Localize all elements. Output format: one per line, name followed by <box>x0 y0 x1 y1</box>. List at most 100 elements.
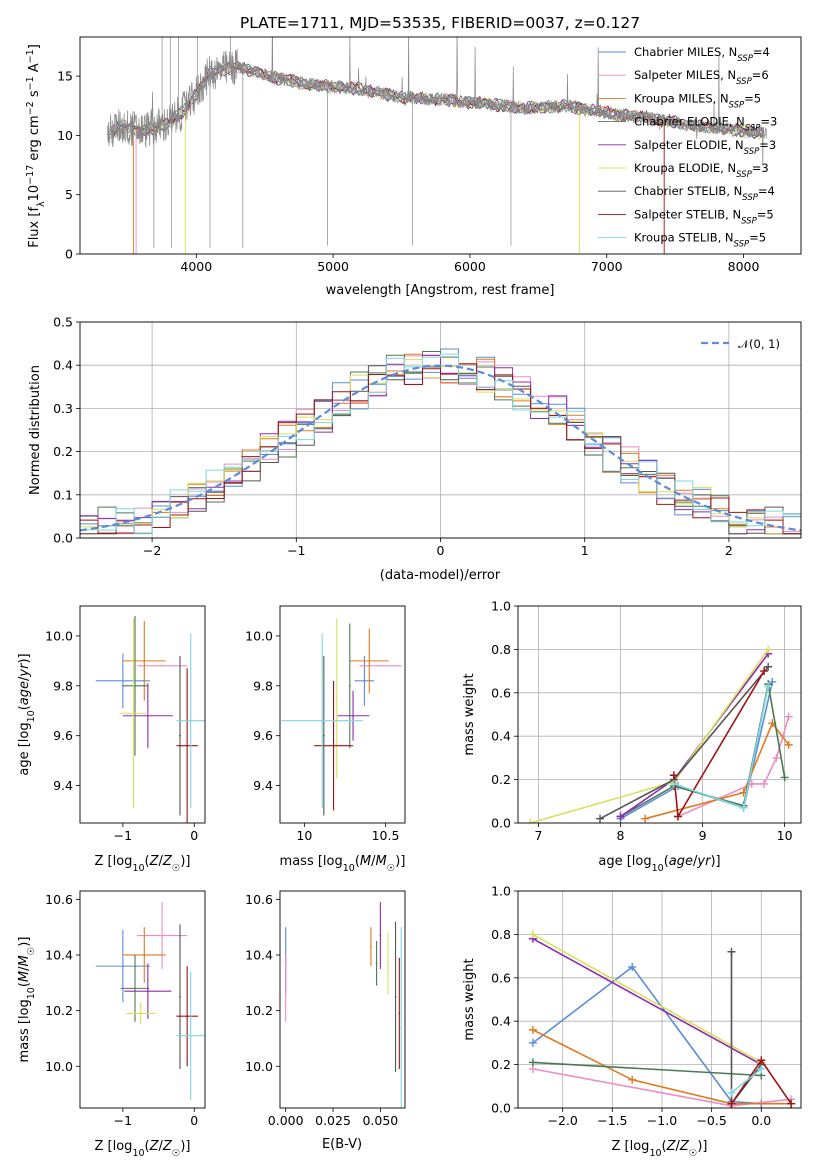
y-tick-label: 0.0 <box>491 1101 511 1116</box>
x-axis-label: mass [log10(M/M☉)] <box>280 854 406 874</box>
axes-mass-vs-Z: −1 010.010.210.410.6Z [log10(Z/Z☉)]mass [… <box>17 890 206 1159</box>
plot-area-mass-weight-vs-Z <box>528 930 796 1108</box>
y-tick-label: 0.1 <box>53 487 73 502</box>
x-axis-label-part: ☉ <box>172 1148 181 1159</box>
ticks-age-vs-mass: 10 10.5 9.4 9.6 9.8 10.0 <box>245 628 399 843</box>
x-tick-label: 1 <box>581 543 589 558</box>
data-point <box>400 1026 403 1029</box>
weight-marker <box>727 1099 736 1108</box>
x-axis-label-part: 10 <box>649 1148 661 1159</box>
ticks-residuals: −2 −1 0 1 2 0.0 0.1 0.2 0.3 0.4 0.5 <box>53 315 733 559</box>
legend-label: Chabrier ELODIE, NSSP=3 <box>634 115 777 134</box>
x-tick-label: 7000 <box>591 259 623 274</box>
weight-marker <box>616 812 625 821</box>
data-point <box>398 1012 401 1015</box>
y-tick-label: 9.4 <box>53 778 73 793</box>
x-axis-label-part: ( <box>664 854 669 869</box>
data-point <box>379 934 382 937</box>
data-point <box>161 664 164 667</box>
legend-label-sub: SSP <box>736 170 752 180</box>
figure-title: PLATE=1711, MJD=53535, FIBERID=0037, z=0… <box>240 14 640 32</box>
weight-marker <box>669 779 678 788</box>
x-axis-label-part: / <box>693 854 698 869</box>
legend-label-tail: =5 <box>749 231 766 245</box>
x-tick-label: 0 <box>190 1113 198 1128</box>
legend-label-main: Chabrier MILES, N <box>634 45 737 59</box>
legend-label-main: Salpeter STELIB, N <box>634 207 741 221</box>
axes-frame <box>517 605 802 824</box>
x-axis-label: age [log10(age/yr)] <box>598 854 720 874</box>
y-axis-label-part: ( <box>17 982 32 987</box>
x-axis-label-part: )] <box>180 854 190 869</box>
x-axis-label-part: Z <box>162 1139 173 1154</box>
plot-area-mass-weight-vs-age <box>526 645 793 823</box>
data-point <box>370 945 372 948</box>
x-tick-label: 9 <box>699 828 707 843</box>
legend-label-sub: SSP <box>742 193 758 203</box>
x-axis-label-part: M <box>360 854 371 869</box>
y-axis-label: Normed distribution <box>28 365 43 495</box>
x-axis-label-part: )] <box>710 854 720 869</box>
y-tick-label: 15 <box>57 69 73 84</box>
plot-area-mass-vs-Z <box>95 902 205 1100</box>
y-axis-label-part: M <box>17 971 32 982</box>
y-tick-label: 10.4 <box>45 947 73 962</box>
x-axis-label-part: age <box>669 854 693 869</box>
weight-marker <box>757 1056 766 1065</box>
x-axis-label-part: )] <box>395 854 405 869</box>
data-point <box>352 714 354 717</box>
x-tick-label: 6000 <box>454 259 486 274</box>
legend-label-sub: SSP <box>734 240 750 250</box>
legend-label-sub: SSP <box>736 77 752 87</box>
weight-marker <box>784 740 793 749</box>
y-axis-label-part: 10 <box>26 987 37 999</box>
legend-label-sub: SSP <box>745 124 761 134</box>
y-axis-label: age [log10(age/yr)] <box>17 653 37 775</box>
y-axis-label-part: −17 <box>25 165 36 185</box>
data-point <box>121 965 124 968</box>
data-point <box>139 1012 142 1015</box>
x-tick-label: 10 <box>296 828 312 843</box>
x-axis-label-ebv: E(B-V) <box>322 1137 362 1152</box>
legend-label-tail: =4 <box>753 45 770 59</box>
x-tick-label: 0 <box>437 543 445 558</box>
weight-marker <box>764 645 773 654</box>
y-tick-label: 1.0 <box>491 884 511 899</box>
y-axis-label-part: ] <box>27 44 42 49</box>
y-axis-label-part: erg cm <box>27 115 42 164</box>
y-tick-label: 0.3 <box>53 401 73 416</box>
x-tick-label: −1.5 <box>597 1113 627 1128</box>
data-point <box>132 712 135 715</box>
y-tick-label: 0.8 <box>491 927 511 942</box>
y-tick-label: 10.6 <box>45 892 73 907</box>
axes-mass-vs-ebv: 0.000 0.025 0.050 10.0 10.2 10.4 10.6 <box>245 890 406 1128</box>
y-tick-label: 10.4 <box>245 947 273 962</box>
data-point <box>321 719 324 722</box>
weight-marker <box>628 962 637 971</box>
data-point <box>146 990 149 993</box>
observed-spectrum <box>107 37 767 166</box>
x-axis-label-part: Z <box>666 1139 677 1154</box>
data-point <box>348 684 351 687</box>
data-point <box>322 734 325 737</box>
x-axis-label-part: )] <box>697 1139 707 1154</box>
weight-line-chabrier-miles <box>532 965 762 1105</box>
ticks-mass-weight-vs-age: 7 8 9 10 0.0 0.2 0.4 0.6 0.8 1.0 <box>491 599 792 844</box>
x-axis-label-part: / <box>371 854 376 869</box>
x-tick-label: −1 <box>114 1113 132 1128</box>
data-point <box>387 962 389 965</box>
weight-line-kroupa-miles <box>644 721 790 820</box>
data-point <box>179 995 181 998</box>
legend-label-sub: SSP <box>737 54 753 64</box>
histogram-kroupa-stelib <box>80 353 801 535</box>
legend-label: Kroupa ELODIE, NSSP=3 <box>634 161 769 180</box>
axes-frame <box>79 605 206 824</box>
x-axis-label-part: 10 <box>652 863 664 874</box>
y-axis-label-part: yr <box>17 662 32 678</box>
x-tick-label: −1 <box>114 828 132 843</box>
x-axis-label-part: mass [log <box>280 854 343 869</box>
x-tick-label: 0.050 <box>362 1113 398 1128</box>
y-axis-label-part: / <box>17 966 32 971</box>
weight-marker <box>526 819 535 823</box>
